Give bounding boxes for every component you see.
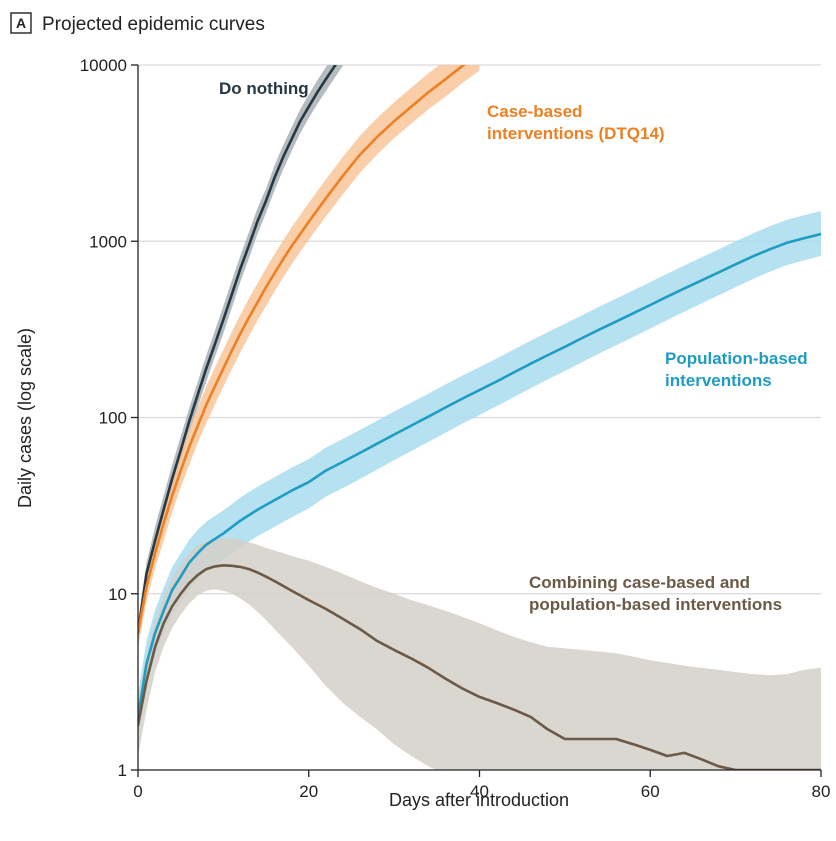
y-tick-label: 1 — [118, 761, 127, 780]
x-tick-label: 80 — [812, 782, 831, 801]
axes: 1 10 100 1000 10000 0 20 40 60 80 — [80, 56, 831, 801]
confidence-bands — [138, 65, 821, 770]
y-tick-label: 10000 — [80, 56, 127, 75]
series-label-2: Population-based interventions — [665, 349, 808, 390]
series-label-line: Do nothing — [219, 79, 309, 98]
series-label-line: Population-based — [665, 349, 808, 368]
panel-header: A Projected epidemic curves — [10, 12, 265, 35]
y-tick-label: 1000 — [89, 232, 127, 251]
series-label-1: Case-based interventions (DTQ14) — [487, 102, 665, 143]
series-label-0: Do nothing — [219, 79, 309, 98]
series-line-3 — [138, 564, 821, 770]
y-tick-label: 10 — [108, 585, 127, 604]
x-axis-title: Days after introduction — [389, 790, 569, 810]
panel-letter-box — [10, 12, 32, 34]
series-label-line: Combining case-based and — [529, 573, 750, 592]
series-lines — [138, 65, 821, 770]
series-label-line: interventions (DTQ14) — [487, 124, 665, 143]
y-tick-label: 100 — [99, 409, 127, 428]
confidence-band-2 — [138, 211, 821, 739]
series-label-line: Case-based — [487, 102, 582, 121]
series-label-line: interventions — [665, 371, 772, 390]
panel-letter: A — [16, 15, 26, 31]
x-tick-label: 0 — [133, 782, 142, 801]
x-tick-label: 20 — [299, 782, 318, 801]
x-tick-label: 60 — [641, 782, 660, 801]
series-line-2 — [138, 232, 821, 719]
y-axis-title: Daily cases (log scale) — [15, 328, 35, 508]
series-labels: Do nothing Case-based interventions (DTQ14… — [219, 79, 808, 614]
series-label-3: Combining case-based and population-based… — [529, 573, 782, 614]
series-label-line: population-based interventions — [529, 595, 782, 614]
panel-title: Projected epidemic curves — [42, 14, 265, 35]
series-line-1 — [138, 65, 466, 635]
series-line-0 — [138, 65, 338, 635]
x-tick-label: 40 — [470, 782, 489, 801]
confidence-band-3 — [138, 537, 821, 770]
